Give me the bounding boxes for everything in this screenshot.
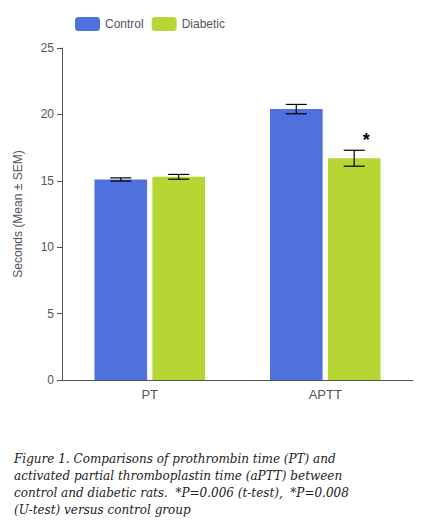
svg-text:activated partial thromboplast: activated partial thromboplastin time (a… [14,469,342,483]
svg-text:Control: Control [105,17,144,31]
svg-text:APTT: APTT [309,387,342,402]
svg-text:5: 5 [47,307,54,321]
svg-text:25: 25 [41,41,55,55]
svg-text:10: 10 [41,240,55,254]
svg-text:control and diabetic rats. *P: control and diabetic rats. *P=0.006 (t-t… [14,486,349,500]
svg-text:20: 20 [41,107,55,121]
svg-text:Diabetic: Diabetic [182,17,225,31]
svg-text:*: * [363,130,370,150]
svg-text:0: 0 [47,373,54,387]
svg-text:(U-test) versus control group: (U-test) versus control group [14,503,191,517]
svg-text:15: 15 [41,174,55,188]
svg-text:Figure 1. Comparisons of proth: Figure 1. Comparisons of prothrombin tim… [13,452,336,466]
svg-text:PT: PT [141,387,158,402]
svg-text:Seconds (Mean ± SEM): Seconds (Mean ± SEM) [11,150,25,277]
